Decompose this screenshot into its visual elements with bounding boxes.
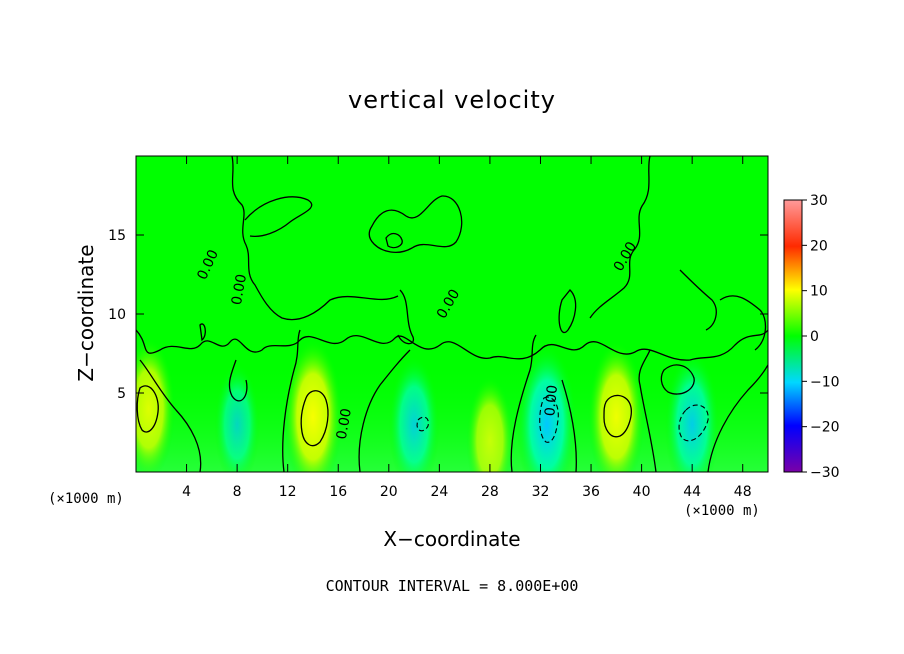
x-tick-label: 36 bbox=[582, 484, 600, 500]
colorbar-tick-label: −10 bbox=[810, 374, 840, 390]
x-axis: 4 8 12 16 20 24 28 32 36 40 44 48 bbox=[182, 156, 752, 500]
colorbar-tick-label: −30 bbox=[810, 465, 840, 481]
field-feature-6 bbox=[516, 344, 577, 472]
contour-label-3: 0.00 bbox=[334, 407, 355, 440]
field-feature-7 bbox=[588, 341, 645, 472]
field-feature-3 bbox=[283, 339, 343, 472]
x-unit-right: (×1000 m) bbox=[684, 503, 760, 519]
colorbar-tick-label: 10 bbox=[810, 284, 828, 300]
y-tick-label: 10 bbox=[108, 307, 126, 323]
x-tick-label: 8 bbox=[233, 484, 242, 500]
x-tick-label: 24 bbox=[430, 484, 448, 500]
x-tick-label: 20 bbox=[380, 484, 398, 500]
field-feature-5 bbox=[466, 376, 514, 472]
x-tick-label: 28 bbox=[481, 484, 499, 500]
contour-interval: CONTOUR INTERVAL = 8.000E+00 bbox=[325, 577, 579, 595]
colorbar-tick-label: 0 bbox=[810, 329, 819, 345]
x-tick-label: 40 bbox=[633, 484, 651, 500]
field-feature-1 bbox=[136, 338, 175, 472]
colorbar-tick-label: −20 bbox=[810, 420, 840, 436]
heatmap-field: 0.000.000.000.000.000.00 bbox=[136, 156, 768, 472]
x-tick-label: 48 bbox=[734, 484, 752, 500]
x-tick-label: 44 bbox=[683, 484, 701, 500]
field-feature-8 bbox=[664, 351, 720, 472]
contour-label-2: 0.00 bbox=[229, 273, 250, 306]
x-tick-label: 4 bbox=[182, 484, 191, 500]
colorbar-tick-label: 20 bbox=[810, 238, 828, 254]
x-unit-left: (×1000 m) bbox=[48, 491, 124, 507]
x-tick-label: 12 bbox=[279, 484, 297, 500]
y-axis-label: Z−coordinate bbox=[74, 244, 98, 382]
field-feature-2 bbox=[214, 363, 260, 472]
negative-contours bbox=[416, 396, 709, 443]
x-axis-label: X−coordinate bbox=[383, 527, 521, 551]
x-tick-label: 16 bbox=[329, 484, 347, 500]
field-feature-4 bbox=[388, 356, 440, 472]
colorbar bbox=[783, 199, 803, 473]
contour-lines bbox=[136, 156, 768, 472]
y-tick-label: 15 bbox=[108, 228, 126, 244]
colorbar-tick-label: 30 bbox=[810, 193, 828, 209]
y-axis: 5 10 15 bbox=[108, 228, 768, 402]
contour-label-5: 0.00 bbox=[542, 384, 561, 416]
x-tick-label: 32 bbox=[532, 484, 550, 500]
colorbar-axis: 30 20 10 0 −10 −20 −30 bbox=[802, 193, 840, 481]
y-tick-label: 5 bbox=[117, 386, 126, 402]
chart-title: vertical velocity bbox=[348, 86, 556, 114]
